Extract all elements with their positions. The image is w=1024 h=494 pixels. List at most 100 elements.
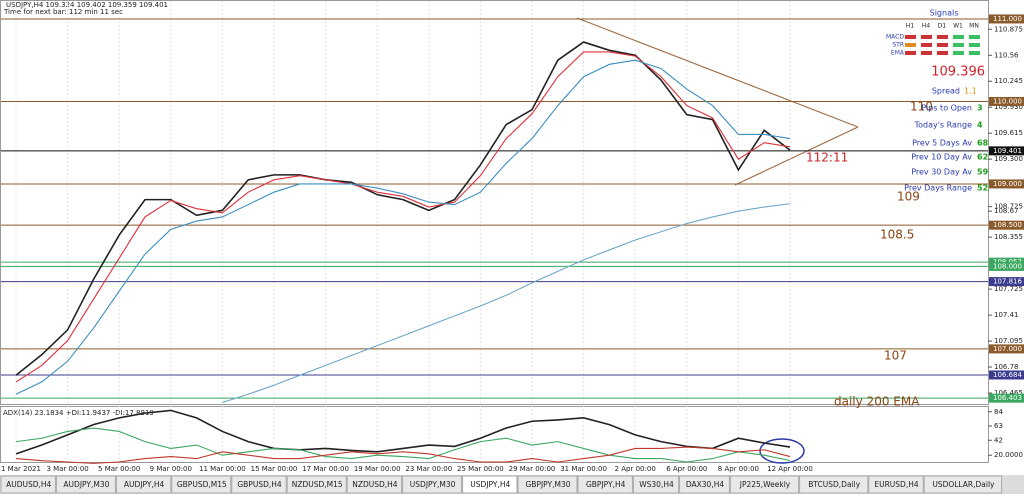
panel-row: STR [892,42,904,49]
x-tick-label: 9 Mar 00:00 [150,465,192,473]
stat-value: 62 [977,153,988,162]
panel-column: MN [969,23,979,30]
tab-label[interactable]: NZDUSD,M15 [292,480,343,489]
signal-box [969,35,980,39]
stat-label: Today's Range [914,121,972,130]
stat-label: Pips to Open [921,104,972,113]
y-tick-label: 107.095 [994,337,1023,345]
tab[interactable] [577,475,633,494]
panel-row: EMA [891,50,905,57]
tab-label[interactable]: DAX30,H4 [686,480,724,489]
stat-value: 4 [977,121,983,130]
annotation: 108.5 [880,228,914,242]
tab[interactable] [923,475,1003,494]
tab[interactable] [286,475,347,494]
tab[interactable] [231,475,287,494]
signal-box [953,51,964,55]
y-tick-label: 42 [994,436,1003,444]
tab-label[interactable]: WS30,H4 [639,480,674,489]
panel-title: Signals [930,9,959,18]
x-tick-label: 6 Apr 00:00 [666,465,707,473]
panel-column: H4 [922,23,931,30]
tab[interactable] [462,475,518,494]
tab[interactable] [0,475,56,494]
series-line [15,446,791,464]
tab-label[interactable]: GBPUSD,H4 [237,480,282,489]
series-line [15,51,791,383]
tab[interactable] [679,475,730,494]
spread-value: 1.1 [964,87,977,96]
x-tick-label: 5 Mar 00:00 [98,465,140,473]
signal-box [937,35,948,39]
level-box [989,277,1024,287]
panel-column: W1 [953,23,963,30]
panel-column: H1 [906,23,915,30]
level-label: 111.000 [993,15,1022,23]
series-line [15,427,791,463]
stat-value: 68 [977,139,989,148]
tab[interactable] [171,475,232,494]
tab[interactable] [868,475,924,494]
indicator-title: ADX(14) 23.1834 +DI:11.9437 -DI:17.8919 [3,409,154,417]
tab-label[interactable]: GBPUSD,M15 [177,480,227,489]
tab-label[interactable]: AUDJPY,H4 [124,480,165,489]
annotation: 109 [897,190,920,204]
tab-label[interactable]: USDJPY,M30 [410,480,456,489]
y-tick-label: 110.875 [994,25,1023,33]
y-tick-label: 106.78 [994,363,1019,371]
x-tick-label: 2 Apr 00:00 [615,465,656,473]
y-tick-label: 106.465 [994,389,1023,397]
tab[interactable] [115,475,172,494]
tab-label[interactable]: AUDJPY,M30 [63,480,109,489]
signal-box [921,51,932,55]
signal-box [905,35,916,39]
x-tick-label: 3 Mar 00:00 [46,465,88,473]
tab-label[interactable]: JP225,Weekly [739,480,791,489]
symbol-line: USDJPY,H4 109.324 109.402 109.359 109.40… [6,1,168,9]
tab-label[interactable]: USDJPY,H4 [470,480,510,489]
annotation: 107 [884,349,907,363]
y-tick-label: 109.300 [994,155,1023,163]
tab-label[interactable]: AUDUSD,H4 [6,480,51,489]
level-box [989,261,1024,271]
signal-box [969,43,980,47]
tab[interactable] [346,475,403,494]
panel-column: D1 [938,23,947,30]
spread-label: Spread [932,87,960,96]
tab-label[interactable]: BTCUSD,Daily [808,480,860,489]
y-tick-label: 108.67 [994,207,1019,215]
series-line [15,59,791,395]
signal-box [937,43,948,47]
y-tick-label: 108.355 [994,233,1023,241]
tab-label[interactable]: USDOLLAR,Daily [932,480,995,489]
tab-label[interactable]: GBPJPY,M30 [525,480,570,489]
level-box [989,96,1024,106]
level-label: 106.684 [993,371,1022,379]
signal-box [905,43,916,47]
stat-value: 59 [977,168,989,177]
tab-label[interactable]: NZDUSD,H4 [352,480,398,489]
signal-box [953,43,964,47]
timer: Time for next bar: 112 min 11 sec [3,8,123,16]
tab[interactable] [729,475,800,494]
stat-label: Prev 10 Day Av [911,153,972,162]
x-tick-label: 31 Mar 00:00 [560,465,607,473]
y-tick-label: 110.245 [994,77,1023,85]
tab-label[interactable]: GBPJPY,H4 [586,480,626,489]
level-label: 108.500 [993,221,1022,229]
tab[interactable] [402,475,463,494]
annotation: 112:11 [806,151,848,165]
level-box [989,14,1024,24]
level-box [989,370,1024,380]
y-tick-label: 84 [994,408,1003,416]
tab[interactable] [799,475,869,494]
y-tick-label: 108.725 [994,203,1023,211]
tab[interactable] [517,475,578,494]
tab-label[interactable]: EURUSD,H4 [874,480,918,489]
x-tick-label: 12 Apr 00:00 [767,465,813,473]
tab[interactable] [632,475,680,494]
tab[interactable] [55,475,116,494]
x-tick-label: 17 Mar 00:00 [302,465,349,473]
